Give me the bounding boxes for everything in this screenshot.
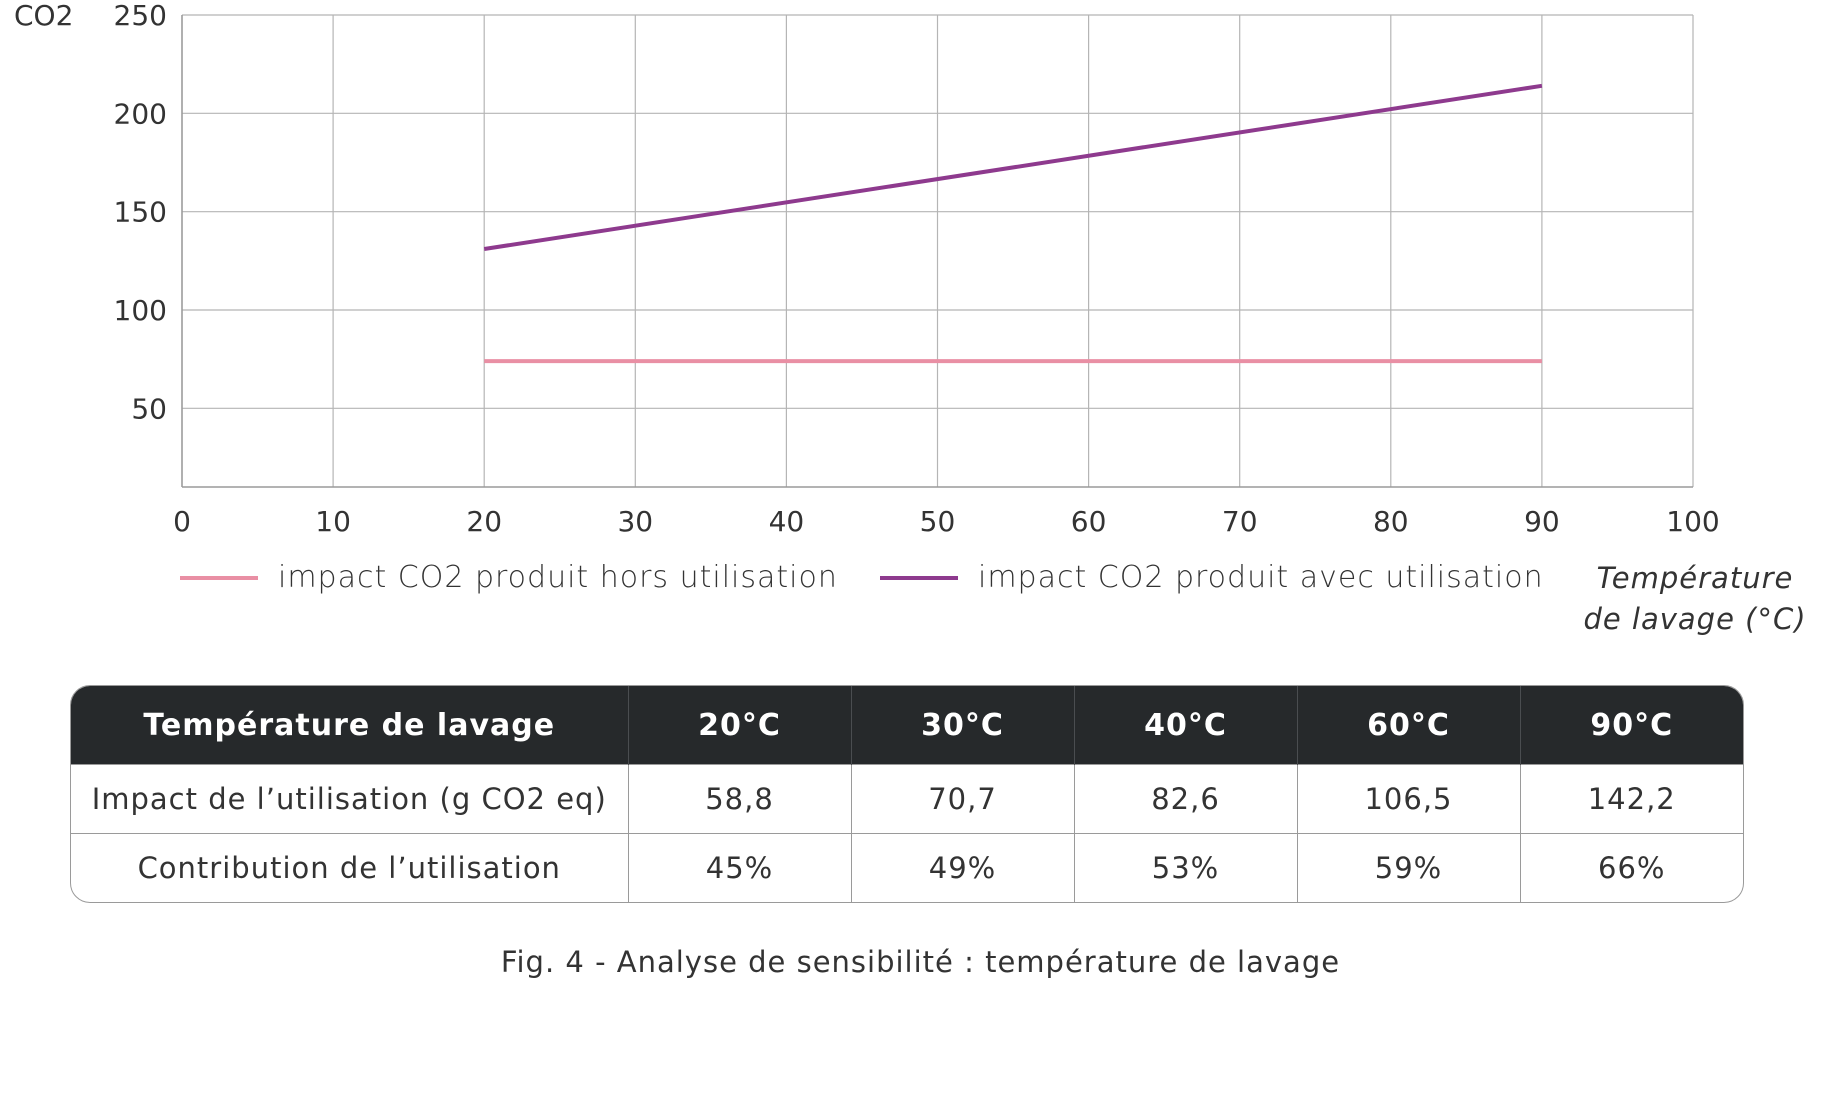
y-axis-label: CO2 <box>14 0 73 32</box>
legend-label-avec-utilisation: impact CO2 produit avec utilisation <box>978 560 1544 595</box>
x-tick-label: 80 <box>1373 505 1409 538</box>
x-tick-label: 70 <box>1222 505 1258 538</box>
table-row-label: Impact de l’utilisation (g CO2 eq) <box>71 764 628 834</box>
table-cell: 70,7 <box>850 764 1074 834</box>
table-row: Impact de l’utilisation (g CO2 eq) 58,8 … <box>71 764 1743 834</box>
results-table-container: Température de lavage 20°C 30°C 40°C 60°… <box>70 685 1744 903</box>
y-tick-label: 50 <box>131 392 167 425</box>
results-table: Température de lavage 20°C 30°C 40°C 60°… <box>71 686 1743 902</box>
table-header-cell: 60°C <box>1296 686 1520 765</box>
x-axis-title-line-2: de lavage (°C) <box>1583 602 1807 636</box>
table-cell: 66% <box>1519 833 1743 902</box>
x-tick-label: 90 <box>1524 505 1560 538</box>
x-axis-title-line-1: Température <box>1596 561 1794 595</box>
line-chart: 0 10 20 30 40 50 60 70 80 90 100 50 100 150 200 250 CO2 <box>14 0 1720 538</box>
figure-caption: Fig. 4 - Analyse de sensibilité : tempér… <box>500 945 1341 979</box>
x-tick-label: 0 <box>173 505 191 538</box>
table-header-cell: 30°C <box>850 686 1074 765</box>
x-tick-label: 30 <box>617 505 653 538</box>
y-tick-label: 100 <box>114 294 167 327</box>
table-cell: 106,5 <box>1296 764 1520 834</box>
table-cell: 53% <box>1073 833 1297 902</box>
table-cell: 82,6 <box>1073 764 1297 834</box>
table-cell: 58,8 <box>627 764 851 834</box>
legend-swatch-avec-utilisation <box>880 575 958 580</box>
legend-item-hors-utilisation: impact CO2 produit hors utilisation <box>180 560 838 595</box>
table-header-cell: Température de lavage <box>71 686 628 765</box>
legend-label-hors-utilisation: impact CO2 produit hors utilisation <box>278 560 838 595</box>
table-row-label: Contribution de l’utilisation <box>71 833 628 902</box>
y-tick-label: 250 <box>114 0 167 32</box>
x-tick-label: 50 <box>920 505 956 538</box>
table-cell: 59% <box>1296 833 1520 902</box>
table-cell: 45% <box>627 833 851 902</box>
series-line-avec-utilisation <box>483 83 1543 252</box>
legend-item-avec-utilisation: impact CO2 produit avec utilisation <box>880 560 1544 595</box>
table-header-row: Température de lavage 20°C 30°C 40°C 60°… <box>71 686 1743 765</box>
y-tick-label: 150 <box>114 196 167 229</box>
table-header-cell: 20°C <box>627 686 851 765</box>
x-tick-label: 100 <box>1666 505 1719 538</box>
table-header-cell: 40°C <box>1073 686 1297 765</box>
x-tick-label: 10 <box>315 505 351 538</box>
x-axis-title: Température de lavage (°C) <box>1580 558 1810 640</box>
table-row: Contribution de l’utilisation 45% 49% 53… <box>71 833 1743 902</box>
table-cell: 49% <box>850 833 1074 902</box>
y-tick-label: 200 <box>114 97 167 130</box>
x-tick-label: 60 <box>1071 505 1107 538</box>
table-header-cell: 90°C <box>1519 686 1743 765</box>
x-tick-label: 40 <box>769 505 805 538</box>
table-cell: 142,2 <box>1519 764 1743 834</box>
legend-swatch-hors-utilisation <box>180 575 258 580</box>
x-tick-label: 20 <box>466 505 502 538</box>
